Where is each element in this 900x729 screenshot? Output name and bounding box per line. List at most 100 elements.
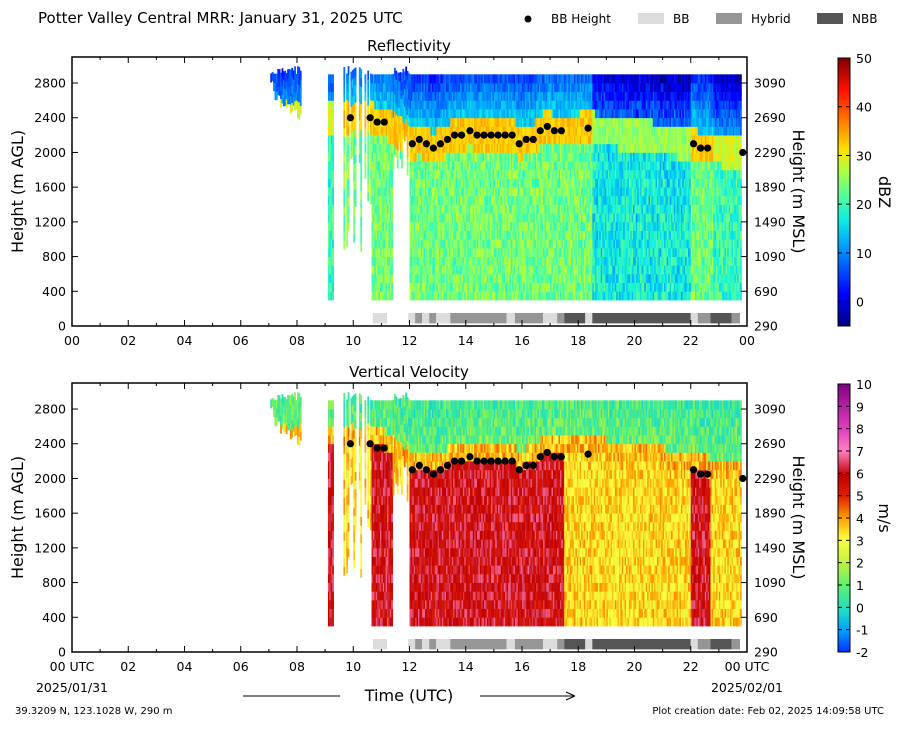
heatmap-cell: [450, 178, 453, 188]
heatmap-cell: [430, 213, 433, 223]
heatmap-cell: [420, 109, 423, 119]
heatmap-cell: [327, 195, 330, 205]
heatmap-cell: [450, 74, 453, 84]
heatmap-cell: [419, 204, 422, 214]
heatmap-cell: [395, 88, 398, 98]
heatmap-cell: [413, 247, 416, 257]
heatmap-cell: [415, 213, 417, 223]
heatmap-cell: [297, 74, 299, 85]
legend-swatch: [638, 13, 664, 24]
heatmap-cell: [436, 83, 439, 93]
heatmap-cell: [377, 135, 379, 145]
heatmap-cell: [347, 83, 350, 93]
heatmap-cell: [410, 291, 413, 301]
heatmap-cell: [423, 117, 426, 127]
heatmap-cell: [381, 126, 384, 136]
heatmap-cell: [375, 187, 378, 197]
heatmap-cell: [453, 239, 455, 249]
heatmap-cell: [437, 100, 440, 110]
heatmap-cell: [385, 291, 388, 301]
heatmap-cell: [375, 273, 378, 284]
heatmap-cell: [447, 161, 450, 171]
heatmap-cell: [354, 154, 357, 164]
heatmap-cell: [387, 230, 389, 240]
heatmap-cell: [419, 273, 422, 284]
heatmap-cell: [343, 205, 346, 215]
heatmap-cell: [432, 282, 434, 292]
heatmap-cell: [343, 93, 346, 103]
heatmap-cell: [332, 239, 334, 249]
heatmap-cell: [436, 152, 439, 162]
heatmap-cell: [360, 164, 363, 174]
heatmap-cell: [450, 195, 453, 205]
heatmap-cell: [412, 230, 415, 240]
heatmap-cell: [384, 109, 386, 119]
heatmap-cell: [409, 273, 412, 284]
heatmap-cell: [430, 117, 433, 127]
heatmap-cell: [415, 195, 417, 205]
heatmap-cell: [346, 99, 349, 109]
heatmap-cell: [285, 90, 288, 100]
heatmap-cell: [427, 247, 430, 257]
heatmap-cell: [444, 265, 447, 275]
heatmap-cell: [424, 282, 427, 292]
heatmap-cell: [426, 178, 429, 188]
heatmap-cell: [389, 169, 392, 179]
heatmap-cell: [417, 91, 420, 101]
heatmap-cell: [299, 88, 302, 98]
heatmap-cell: [392, 82, 395, 92]
heatmap-cell: [379, 230, 382, 240]
heatmap-cell: [439, 100, 441, 110]
heatmap-cell: [378, 291, 381, 301]
heatmap-cell: [374, 273, 377, 284]
heatmap-cell: [447, 187, 450, 197]
heatmap-cell: [415, 161, 417, 171]
heatmap-cell: [453, 221, 455, 231]
heatmap-cell: [412, 221, 415, 231]
heatmap-cell: [351, 87, 354, 97]
heatmap-cell: [409, 83, 412, 93]
heatmap-cell: [388, 265, 391, 275]
heatmap-cell: [451, 100, 454, 110]
heatmap-cell: [378, 91, 381, 101]
heatmap-cell: [412, 204, 415, 214]
heatmap-cell: [347, 118, 350, 128]
heatmap-cell: [385, 221, 388, 231]
heatmap-cell: [287, 77, 289, 88]
heatmap-cell: [415, 169, 417, 179]
heatmap-cell: [455, 230, 458, 240]
heatmap-cell: [424, 213, 427, 223]
heatmap-cell: [388, 109, 391, 119]
heatmap-cell: [430, 74, 433, 84]
heatmap-cell: [353, 120, 356, 130]
heatmap-cell: [410, 273, 413, 284]
heatmap-cell: [353, 164, 356, 174]
heatmap-cell: [437, 74, 440, 84]
heatmap-cell: [439, 221, 441, 231]
heatmap-cell: [391, 282, 394, 292]
heatmap-cell: [432, 195, 434, 205]
heatmap-cell: [422, 178, 424, 188]
heatmap-cell: [409, 239, 412, 249]
heatmap-cell: [295, 91, 298, 101]
heatmap-cell: [389, 187, 392, 197]
heatmap-cell: [330, 247, 333, 257]
heatmap-cell: [379, 169, 382, 179]
heatmap-cell: [401, 107, 403, 117]
heatmap-cell: [375, 143, 378, 153]
heatmap-cell: [432, 83, 434, 93]
heatmap-cell: [408, 134, 410, 144]
heatmap-cell: [455, 265, 458, 275]
heatmap-cell: [351, 148, 354, 158]
heatmap-cell: [416, 117, 419, 127]
heatmap-cell: [433, 91, 436, 101]
heatmap-cell: [291, 102, 294, 112]
heatmap-cell: [353, 172, 356, 182]
heatmap-cell: [372, 126, 375, 136]
heatmap-cell: [299, 105, 302, 115]
heatmap-cell: [422, 100, 424, 110]
heatmap-cell: [444, 256, 447, 266]
heatmap-cell: [391, 178, 394, 188]
heatmap-cell: [451, 195, 454, 205]
heatmap-cell: [419, 91, 422, 101]
